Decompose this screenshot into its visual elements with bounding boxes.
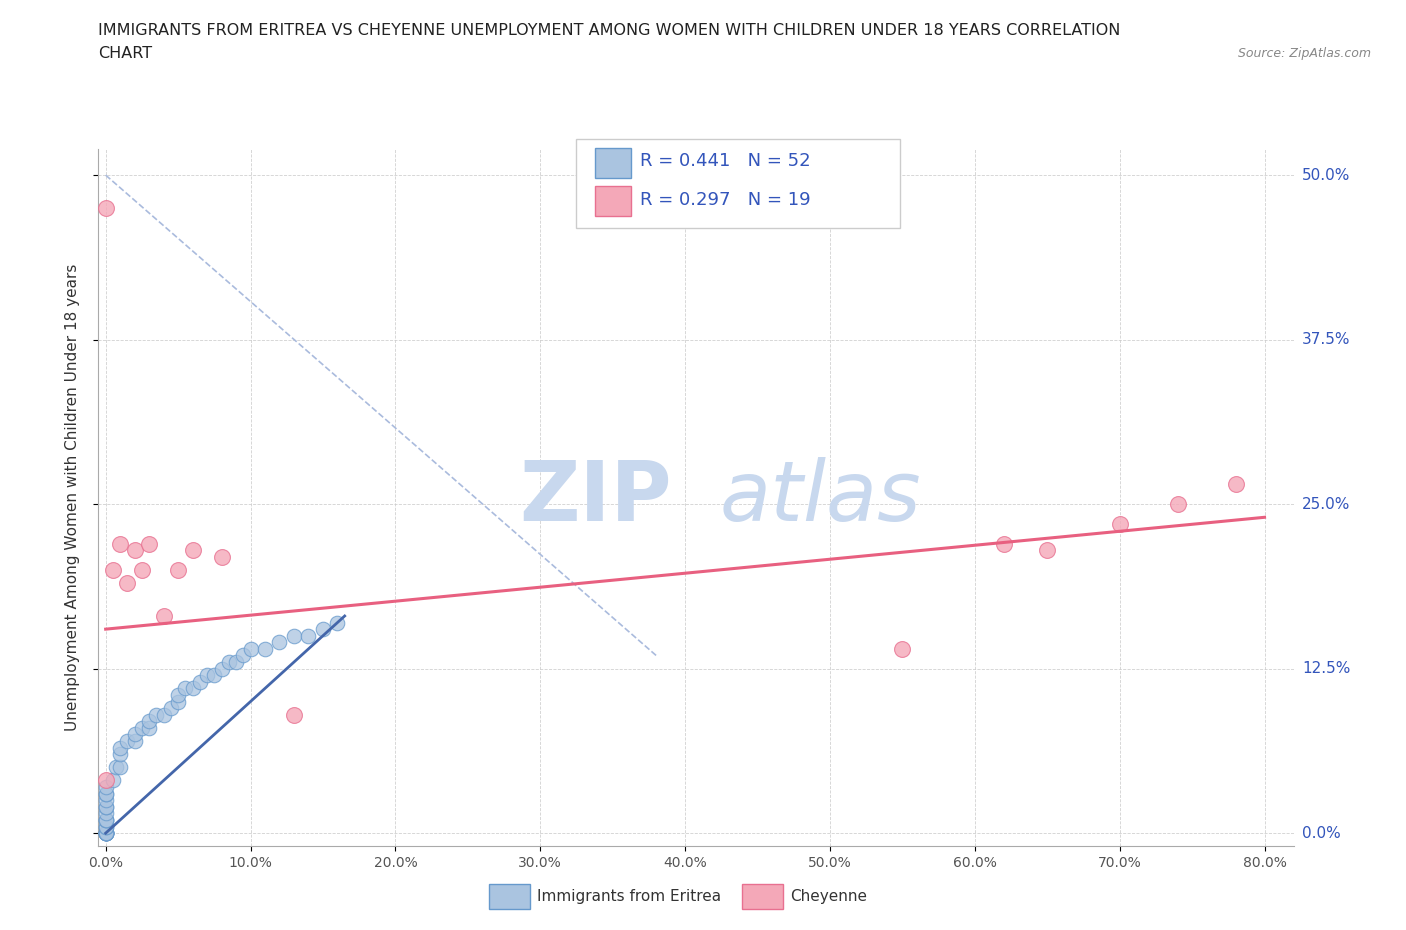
Point [145, 707, 167, 722]
Point [232, 648, 254, 663]
Text: 0.0%: 0.0% [1302, 826, 1340, 841]
Point [94, 826, 117, 841]
Point [94, 819, 117, 834]
Text: 37.5%: 37.5% [1302, 332, 1350, 347]
Text: Immigrants from Eritrea: Immigrants from Eritrea [537, 889, 721, 904]
Point [108, 740, 131, 755]
Point [1036, 543, 1059, 558]
Point [195, 668, 218, 683]
Point [94, 792, 117, 807]
Point [108, 747, 131, 762]
Point [94, 826, 117, 841]
Point [160, 700, 183, 715]
Point [108, 537, 131, 551]
Text: IMMIGRANTS FROM ERITREA VS CHEYENNE UNEMPLOYMENT AMONG WOMEN WITH CHILDREN UNDER: IMMIGRANTS FROM ERITREA VS CHEYENNE UNEM… [98, 23, 1121, 38]
Point [181, 543, 204, 558]
Point [94, 826, 117, 841]
Point [124, 727, 146, 742]
Point [891, 642, 914, 657]
Point [1108, 516, 1130, 531]
Point [152, 608, 174, 623]
Point [124, 734, 146, 749]
Text: R = 0.297   N = 19: R = 0.297 N = 19 [640, 191, 810, 209]
Point [94, 773, 117, 788]
Point [283, 707, 305, 722]
Point [94, 201, 117, 216]
Text: atlas: atlas [720, 457, 921, 538]
Point [94, 786, 117, 801]
Point [94, 779, 117, 794]
Point [104, 760, 127, 775]
Point [94, 813, 117, 828]
Text: Source: ZipAtlas.com: Source: ZipAtlas.com [1237, 46, 1371, 60]
Point [188, 674, 211, 689]
Point [94, 826, 117, 841]
Text: 12.5%: 12.5% [1302, 661, 1350, 676]
Text: 50.0%: 50.0% [1302, 167, 1350, 182]
Point [1225, 477, 1247, 492]
Point [269, 635, 291, 650]
Point [117, 576, 139, 591]
Text: 25.0%: 25.0% [1302, 497, 1350, 512]
Point [94, 826, 117, 841]
Point [94, 826, 117, 841]
Point [202, 668, 225, 683]
Point [174, 681, 197, 696]
Point [101, 773, 124, 788]
Point [167, 563, 190, 578]
Point [211, 550, 233, 565]
Point [131, 721, 153, 736]
Text: R = 0.441   N = 52: R = 0.441 N = 52 [640, 152, 810, 170]
Point [152, 707, 174, 722]
Y-axis label: Unemployment Among Women with Children Under 18 years: Unemployment Among Women with Children U… [65, 264, 80, 731]
Text: ZIP: ZIP [520, 457, 672, 538]
Point [297, 629, 319, 644]
Point [167, 687, 190, 702]
Point [218, 655, 240, 670]
Point [211, 661, 233, 676]
Point [283, 629, 305, 644]
Point [94, 813, 117, 828]
Point [94, 813, 117, 828]
Point [253, 642, 276, 657]
Point [993, 537, 1015, 551]
Point [124, 543, 146, 558]
Point [138, 721, 160, 736]
Point [94, 819, 117, 834]
Point [94, 826, 117, 841]
Point [138, 537, 160, 551]
Point [1167, 497, 1189, 512]
Point [312, 622, 335, 637]
Point [108, 760, 131, 775]
Point [138, 714, 160, 729]
Point [101, 563, 124, 578]
Point [225, 655, 247, 670]
Point [94, 806, 117, 821]
Point [94, 800, 117, 815]
Point [167, 694, 190, 709]
Point [181, 681, 204, 696]
Point [94, 800, 117, 815]
Point [117, 734, 139, 749]
Point [239, 642, 262, 657]
Point [326, 615, 349, 630]
Point [94, 786, 117, 801]
Text: Cheyenne: Cheyenne [790, 889, 868, 904]
Point [94, 826, 117, 841]
Text: CHART: CHART [98, 46, 152, 61]
Point [131, 563, 153, 578]
